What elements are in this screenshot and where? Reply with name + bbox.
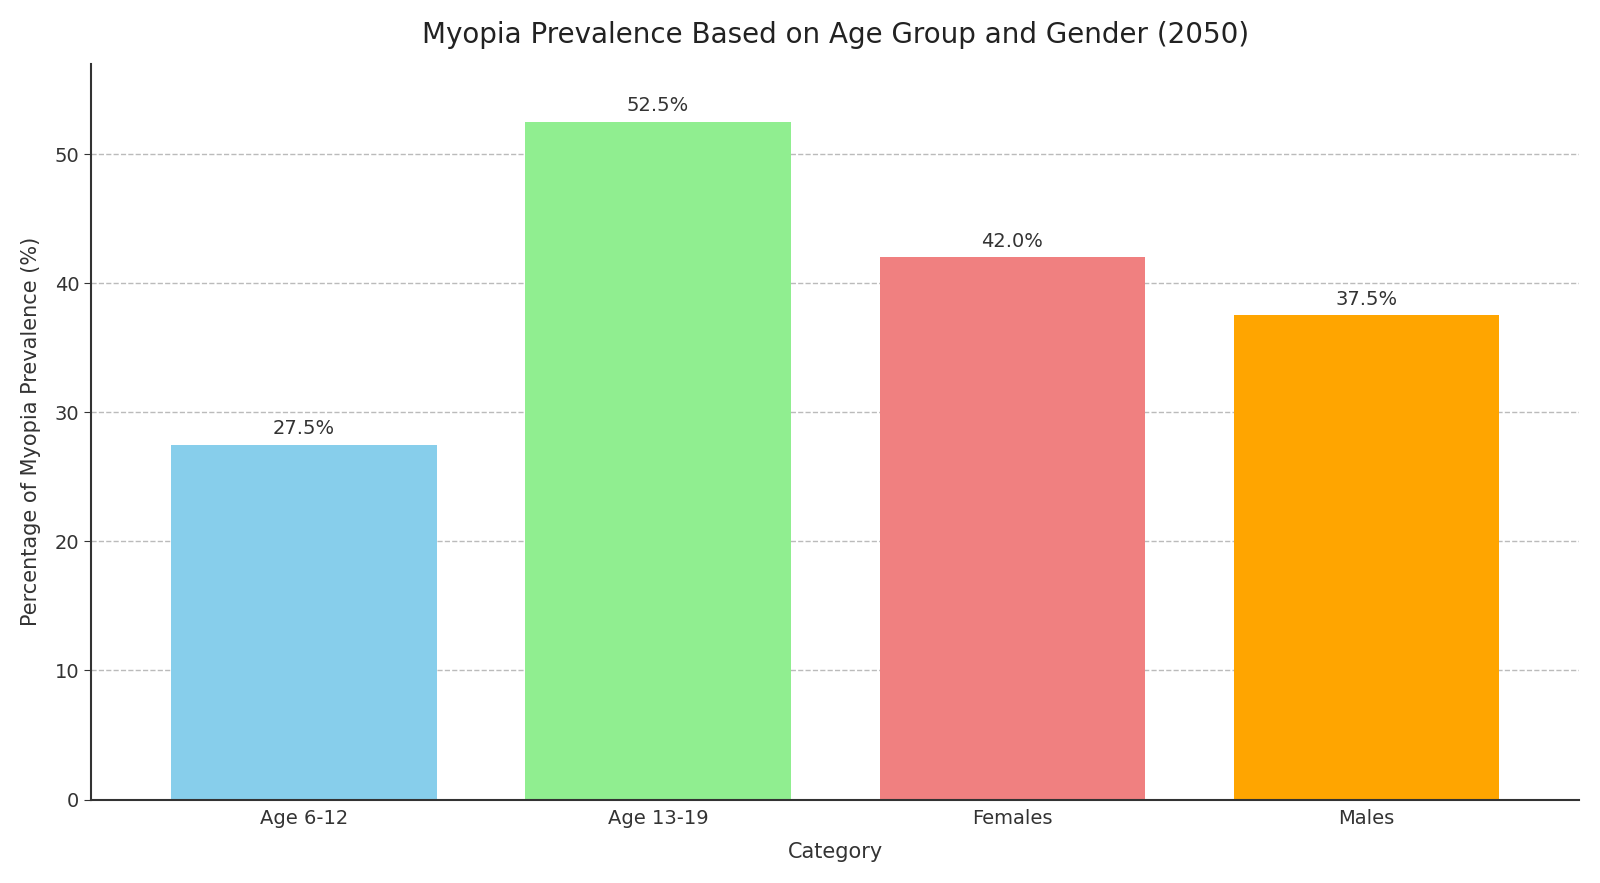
Y-axis label: Percentage of Myopia Prevalence (%): Percentage of Myopia Prevalence (%) [21,237,42,626]
Title: Myopia Prevalence Based on Age Group and Gender (2050): Myopia Prevalence Based on Age Group and… [422,21,1248,49]
X-axis label: Category: Category [787,842,883,862]
Bar [880,257,1146,799]
Bar [525,122,790,799]
Bar [1234,315,1499,799]
Text: 42.0%: 42.0% [981,232,1043,251]
Bar [171,444,437,799]
Text: 37.5%: 37.5% [1336,290,1398,309]
Text: 27.5%: 27.5% [272,419,334,438]
Text: 52.5%: 52.5% [627,96,690,116]
